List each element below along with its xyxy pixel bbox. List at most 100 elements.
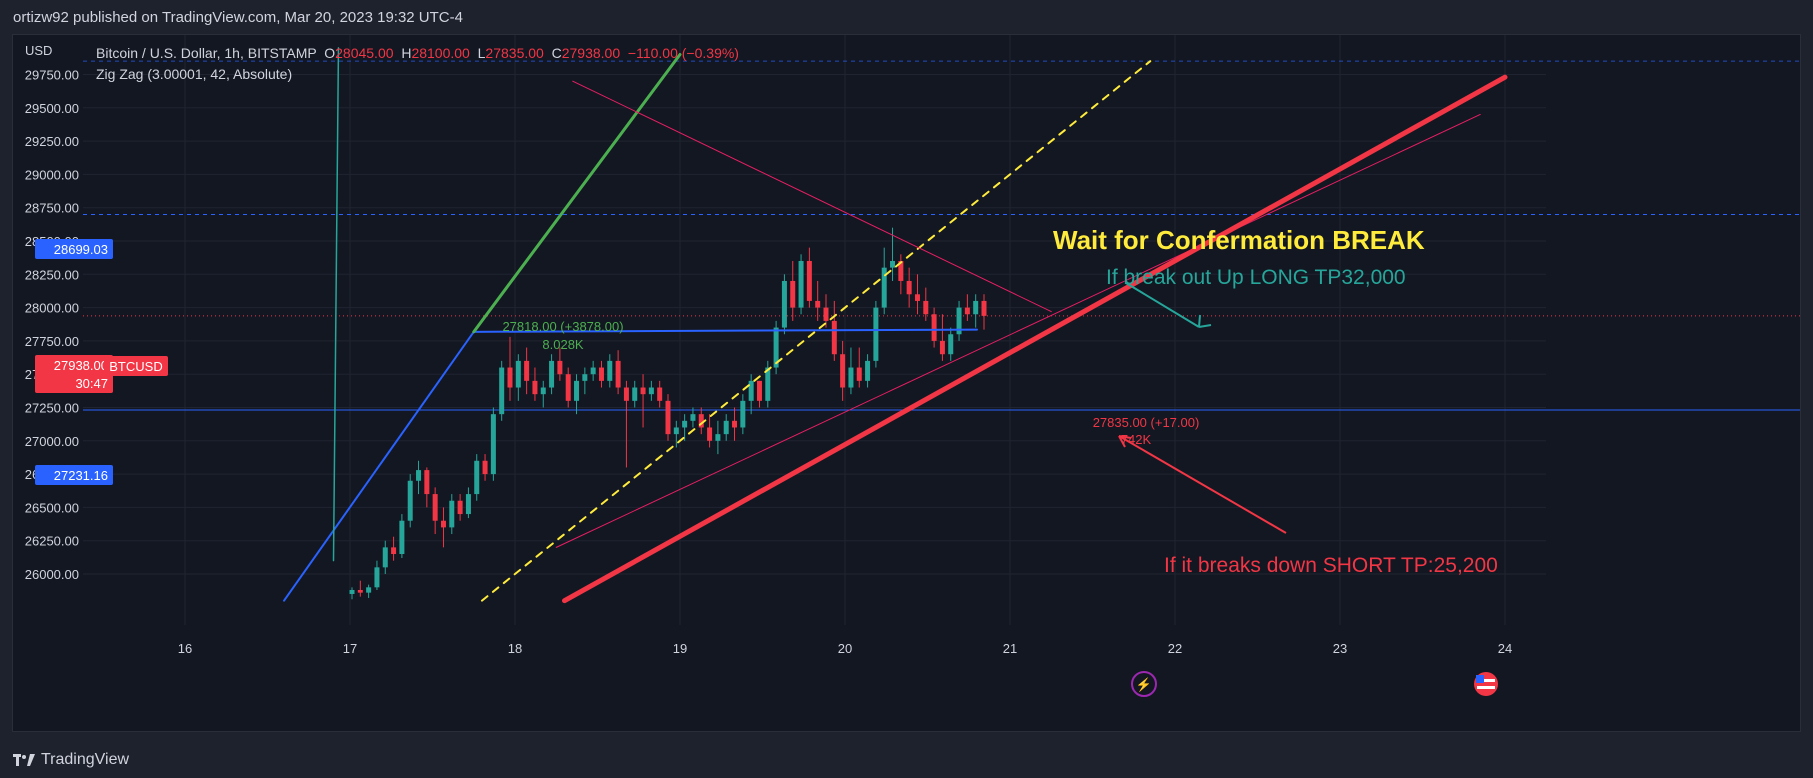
candle-body[interactable] <box>698 414 704 428</box>
candle-body[interactable] <box>948 334 954 355</box>
candle-body[interactable] <box>964 307 970 315</box>
indicator-legend[interactable]: Zig Zag (3.00001, 42, Absolute) <box>96 66 293 82</box>
candle-body[interactable] <box>557 360 563 375</box>
candle-body[interactable] <box>707 427 713 441</box>
candle-body[interactable] <box>407 480 413 521</box>
candle-body[interactable] <box>898 260 904 281</box>
teal-vertical-line[interactable] <box>332 47 340 562</box>
candle-body[interactable] <box>740 400 746 428</box>
candle-body[interactable] <box>499 367 505 415</box>
lightning-event-icon[interactable] <box>1131 671 1157 697</box>
ticker-tag-bg <box>104 356 168 376</box>
candle-body[interactable] <box>449 500 455 528</box>
candle-body[interactable] <box>349 589 355 594</box>
candle-body[interactable] <box>565 374 571 401</box>
candle-body[interactable] <box>790 280 796 308</box>
candle-body[interactable] <box>848 367 854 388</box>
candle-body[interactable] <box>607 360 613 381</box>
chart-frame[interactable]: 26000.0026250.0026500.0026750.0027000.00… <box>12 34 1801 732</box>
yellow-dashed-trend[interactable] <box>481 60 1152 602</box>
candle-body[interactable] <box>665 400 671 435</box>
red-thick-support[interactable] <box>562 74 1508 604</box>
candle-body[interactable] <box>615 360 621 388</box>
candle-body[interactable] <box>357 589 363 593</box>
zigzag[interactable] <box>283 328 978 602</box>
us-flag-canton <box>1476 675 1484 683</box>
x-tick-label: 20 <box>838 641 852 656</box>
candle-body[interactable] <box>474 460 480 495</box>
candle-body[interactable] <box>773 327 779 368</box>
candle-body[interactable] <box>856 367 862 381</box>
candle-body[interactable] <box>623 387 629 401</box>
candle-body[interactable] <box>391 547 397 555</box>
candle-body[interactable] <box>657 387 663 401</box>
us-flag-stripe <box>1477 686 1495 689</box>
candle-body[interactable] <box>873 307 879 361</box>
candle-body[interactable] <box>582 374 588 381</box>
candle-body[interactable] <box>956 307 962 335</box>
price-chart[interactable]: 26000.0026250.0026500.0026750.0027000.00… <box>13 35 1801 732</box>
candle-body[interactable] <box>723 420 729 435</box>
candle-body[interactable] <box>881 267 887 308</box>
green-steep-line[interactable] <box>472 53 682 334</box>
close-label: C <box>551 45 562 61</box>
candle-body[interactable] <box>673 427 679 435</box>
candle-body[interactable] <box>432 494 438 521</box>
candle-body[interactable] <box>831 320 837 355</box>
candle-body[interactable] <box>632 387 638 401</box>
candle-body[interactable] <box>440 520 446 528</box>
candle-body[interactable] <box>457 500 463 515</box>
price-tag-lower-bg <box>35 465 113 485</box>
candle-body[interactable] <box>798 260 804 308</box>
candle-body[interactable] <box>590 367 596 375</box>
candle-body[interactable] <box>840 354 846 388</box>
candle-body[interactable] <box>532 380 538 395</box>
candle-body[interactable] <box>715 434 721 441</box>
candle-body[interactable] <box>923 300 929 315</box>
candle-body[interactable] <box>382 547 388 568</box>
candle-body[interactable] <box>781 280 787 328</box>
candle-body[interactable] <box>756 380 762 401</box>
candle-body[interactable] <box>748 380 754 401</box>
candle-body[interactable] <box>549 360 555 388</box>
candle-body[interactable] <box>806 260 812 301</box>
candle-body[interactable] <box>540 387 546 395</box>
candle-body[interactable] <box>366 587 372 593</box>
candle-body[interactable] <box>648 387 654 395</box>
candle-body[interactable] <box>890 260 896 268</box>
candle-body[interactable] <box>931 314 937 341</box>
candle-body[interactable] <box>507 367 513 388</box>
candle-body[interactable] <box>524 360 530 381</box>
candle-body[interactable] <box>981 300 987 316</box>
candle-body[interactable] <box>914 294 920 301</box>
tradingview-logo[interactable]: TradingView <box>13 751 129 769</box>
candle-body[interactable] <box>765 367 771 401</box>
candle-body[interactable] <box>515 360 521 388</box>
candle-body[interactable] <box>690 414 696 421</box>
candle-body[interactable] <box>906 280 912 295</box>
magenta-ascending-line[interactable] <box>555 113 1481 548</box>
candle-body[interactable] <box>823 307 829 321</box>
candle-body[interactable] <box>640 387 646 395</box>
candle-body[interactable] <box>732 420 738 428</box>
candle-body[interactable] <box>682 420 688 428</box>
candle-body[interactable] <box>482 460 488 475</box>
candle-body[interactable] <box>416 470 422 481</box>
candle-body[interactable] <box>598 367 604 381</box>
candle-body[interactable] <box>490 414 496 475</box>
candle-body[interactable] <box>424 470 430 495</box>
short-arrow-line <box>1118 435 1287 534</box>
symbol-name[interactable]: Bitcoin / U.S. Dollar, 1h, BITSTAMP <box>96 45 317 61</box>
candle-body[interactable] <box>865 360 871 381</box>
open-value: 28045.00 <box>335 45 394 61</box>
candle-body[interactable] <box>973 300 979 315</box>
candle-body[interactable] <box>374 567 380 588</box>
candle-body[interactable] <box>939 340 945 355</box>
candle-body[interactable] <box>574 380 580 401</box>
candle-body[interactable] <box>465 494 471 515</box>
lightning-event-glyph: ⚡ <box>1136 677 1152 693</box>
ticker-tag: BTCUSD <box>109 359 162 374</box>
magenta-descending-line[interactable] <box>572 80 1052 313</box>
candle-body[interactable] <box>399 520 405 555</box>
candle-body[interactable] <box>815 300 821 308</box>
